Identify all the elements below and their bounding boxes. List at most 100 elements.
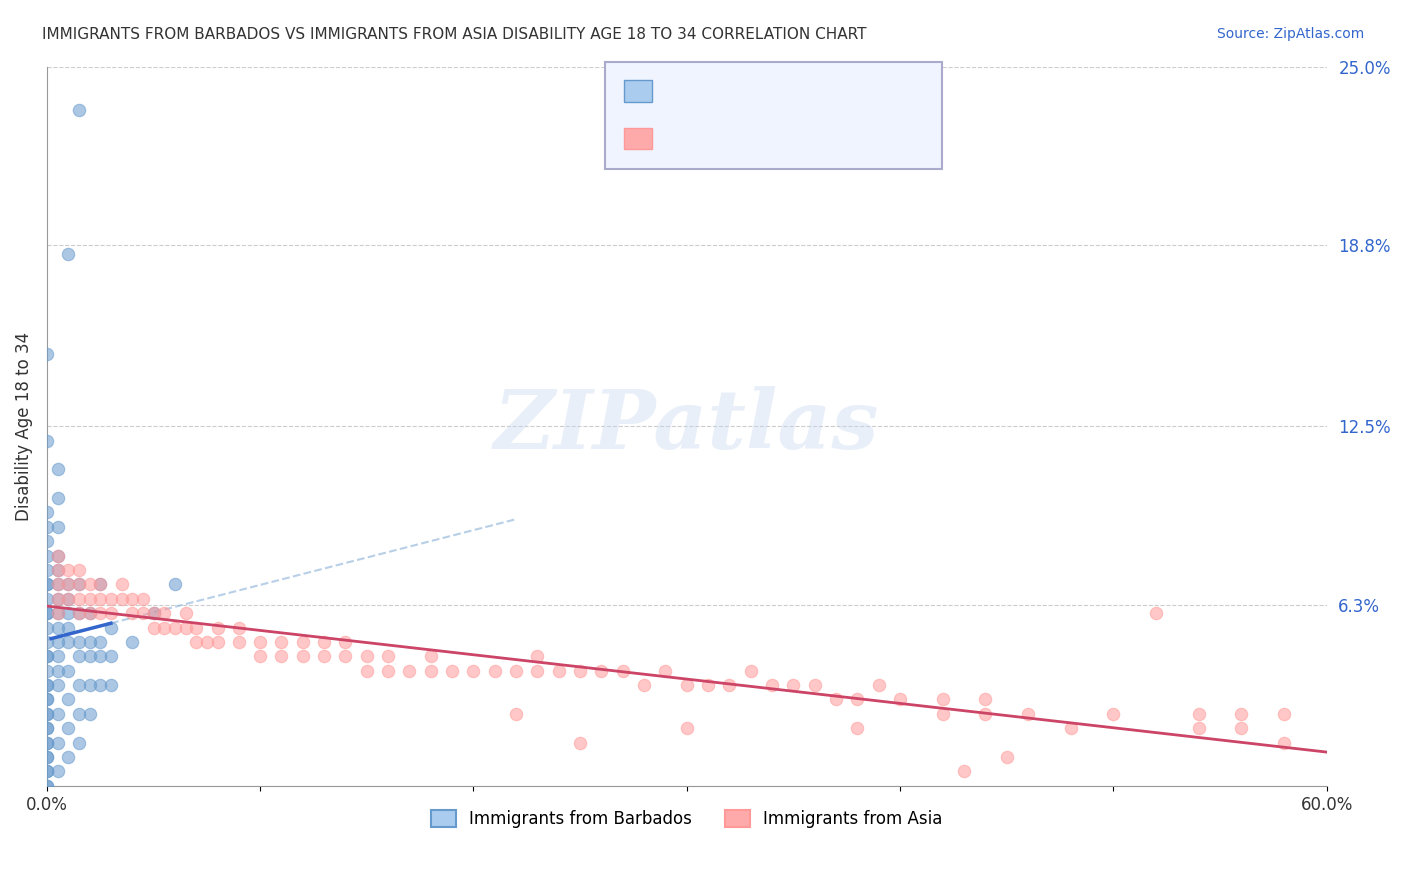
Point	[228, 621, 250, 635]
Point	[974, 706, 997, 721]
Point	[825, 692, 848, 706]
Point	[58, 591, 80, 606]
Point	[121, 635, 143, 649]
Point	[58, 563, 80, 577]
Point	[153, 621, 176, 635]
Point	[67, 563, 90, 577]
Point	[419, 649, 441, 664]
Point	[58, 621, 80, 635]
Point	[35, 577, 58, 591]
Point	[868, 678, 890, 692]
Point	[142, 606, 165, 620]
Point	[100, 649, 122, 664]
Point	[35, 563, 58, 577]
Text: Source: ZipAtlas.com: Source: ZipAtlas.com	[1216, 27, 1364, 41]
Point	[89, 577, 111, 591]
Point	[1187, 706, 1209, 721]
Point	[953, 764, 976, 779]
Point	[974, 692, 997, 706]
Point	[58, 591, 80, 606]
Point	[186, 635, 208, 649]
Point	[35, 649, 58, 664]
Point	[35, 706, 58, 721]
Point	[803, 678, 825, 692]
Point	[89, 649, 111, 664]
Point	[89, 577, 111, 591]
Point	[356, 649, 378, 664]
Point	[67, 706, 90, 721]
Point	[35, 649, 58, 664]
Point	[270, 649, 292, 664]
Point	[569, 736, 592, 750]
Point	[79, 591, 101, 606]
Point	[58, 246, 80, 260]
Point	[67, 678, 90, 692]
Point	[314, 649, 336, 664]
Point	[67, 649, 90, 664]
Point	[163, 577, 186, 591]
Point	[35, 664, 58, 678]
Point	[79, 606, 101, 620]
Point	[761, 678, 783, 692]
Point	[931, 706, 953, 721]
Point	[174, 606, 197, 620]
Point	[419, 664, 441, 678]
Point	[35, 692, 58, 706]
Point	[46, 649, 69, 664]
Point	[35, 779, 58, 793]
Point	[35, 692, 58, 706]
Point	[186, 621, 208, 635]
Point	[782, 678, 804, 692]
Point	[207, 635, 229, 649]
Point	[89, 591, 111, 606]
Point	[291, 635, 314, 649]
Point	[526, 664, 548, 678]
Point	[35, 534, 58, 549]
Point	[398, 664, 420, 678]
Point	[35, 635, 58, 649]
Point	[35, 549, 58, 563]
Point	[46, 606, 69, 620]
Point	[569, 664, 592, 678]
Point	[142, 606, 165, 620]
Point	[35, 678, 58, 692]
Point	[67, 606, 90, 620]
Point	[100, 591, 122, 606]
Point	[249, 635, 271, 649]
Point	[675, 721, 697, 735]
Point	[931, 692, 953, 706]
Point	[67, 635, 90, 649]
Point	[46, 577, 69, 591]
Point	[67, 103, 90, 117]
Point	[58, 606, 80, 620]
Point	[718, 678, 741, 692]
Point	[591, 664, 613, 678]
Point	[46, 462, 69, 476]
Point	[1272, 706, 1295, 721]
Point	[89, 635, 111, 649]
Point	[100, 678, 122, 692]
Text: IMMIGRANTS FROM BARBADOS VS IMMIGRANTS FROM ASIA DISABILITY AGE 18 TO 34 CORRELA: IMMIGRANTS FROM BARBADOS VS IMMIGRANTS F…	[42, 27, 866, 42]
Point	[46, 591, 69, 606]
Legend: Immigrants from Barbados, Immigrants from Asia: Immigrants from Barbados, Immigrants fro…	[425, 804, 949, 835]
Point	[58, 577, 80, 591]
Point	[79, 649, 101, 664]
Point	[35, 736, 58, 750]
Point	[35, 434, 58, 448]
Point	[67, 591, 90, 606]
Point	[132, 606, 155, 620]
Point	[441, 664, 464, 678]
Point	[79, 577, 101, 591]
Point	[35, 347, 58, 361]
Point	[67, 577, 90, 591]
Point	[100, 606, 122, 620]
Point	[633, 678, 655, 692]
Point	[121, 606, 143, 620]
Point	[484, 664, 506, 678]
Point	[335, 649, 357, 664]
Point	[46, 491, 69, 505]
Point	[46, 621, 69, 635]
Point	[58, 635, 80, 649]
Text: ZIPatlas: ZIPatlas	[494, 386, 880, 467]
Point	[377, 664, 399, 678]
